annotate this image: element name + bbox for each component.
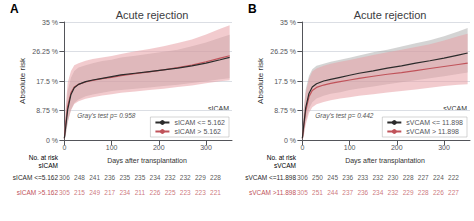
svg-text:223: 223 bbox=[195, 189, 206, 196]
svg-text:Days after transplantation: Days after transplantation bbox=[107, 157, 187, 165]
svg-text:26.25 %: 26.25 % bbox=[32, 48, 58, 55]
svg-text:sICAM: sICAM bbox=[39, 162, 59, 169]
svg-text:217: 217 bbox=[104, 189, 115, 196]
svg-text:0: 0 bbox=[300, 144, 304, 151]
svg-text:sICAM > 5.162: sICAM > 5.162 bbox=[174, 128, 221, 135]
svg-text:227: 227 bbox=[418, 174, 429, 181]
svg-text:sVCAM >11.898: sVCAM >11.898 bbox=[249, 189, 296, 196]
svg-text:sICAM: sICAM bbox=[208, 105, 229, 112]
svg-text:235: 235 bbox=[134, 174, 145, 181]
svg-text:241: 241 bbox=[89, 174, 100, 181]
svg-text:222: 222 bbox=[448, 174, 459, 181]
svg-text:100: 100 bbox=[106, 144, 118, 151]
svg-text:Days after transplantation: Days after transplantation bbox=[345, 157, 425, 165]
svg-text:100: 100 bbox=[344, 144, 356, 151]
svg-text:232: 232 bbox=[165, 174, 176, 181]
svg-text:237: 237 bbox=[342, 189, 353, 196]
svg-text:306: 306 bbox=[59, 174, 70, 181]
svg-text:306: 306 bbox=[297, 174, 308, 181]
svg-text:0 %: 0 % bbox=[284, 137, 296, 144]
svg-text:Absolute risk: Absolute risk bbox=[18, 57, 27, 104]
svg-text:0: 0 bbox=[62, 144, 66, 151]
svg-text:227: 227 bbox=[448, 189, 459, 196]
svg-text:228: 228 bbox=[210, 174, 221, 181]
svg-text:17.5 %: 17.5 % bbox=[36, 78, 58, 85]
svg-text:223: 223 bbox=[180, 189, 191, 196]
svg-text:230: 230 bbox=[388, 174, 399, 181]
svg-text:sICAM <= 5.162: sICAM <= 5.162 bbox=[174, 119, 225, 126]
svg-text:Gray's test p= 0.442: Gray's test p= 0.442 bbox=[315, 112, 374, 120]
svg-text:236: 236 bbox=[342, 174, 353, 181]
svg-text:228: 228 bbox=[418, 189, 429, 196]
svg-text:sVCAM > 11.898: sVCAM > 11.898 bbox=[406, 128, 459, 135]
svg-text:215: 215 bbox=[74, 189, 85, 196]
svg-text:8.75 %: 8.75 % bbox=[36, 107, 58, 114]
svg-text:B: B bbox=[248, 2, 257, 16]
svg-text:234: 234 bbox=[150, 174, 161, 181]
svg-text:229: 229 bbox=[403, 189, 414, 196]
svg-text:300: 300 bbox=[200, 144, 212, 151]
svg-text:sVCAM: sVCAM bbox=[443, 105, 467, 112]
svg-text:226: 226 bbox=[150, 189, 161, 196]
svg-text:232: 232 bbox=[180, 174, 191, 181]
svg-text:200: 200 bbox=[153, 144, 165, 151]
svg-text:35 %: 35 % bbox=[42, 19, 58, 26]
svg-text:234: 234 bbox=[119, 189, 130, 196]
svg-text:17.5 %: 17.5 % bbox=[274, 78, 296, 85]
svg-text:248: 248 bbox=[74, 174, 85, 181]
svg-text:232: 232 bbox=[388, 189, 399, 196]
svg-text:35 %: 35 % bbox=[280, 19, 296, 26]
svg-text:A: A bbox=[10, 2, 19, 16]
svg-text:305: 305 bbox=[59, 189, 70, 196]
svg-text:Absolute risk: Absolute risk bbox=[256, 57, 265, 104]
svg-text:sVCAM <=11.898: sVCAM <=11.898 bbox=[245, 174, 296, 181]
svg-text:225: 225 bbox=[165, 189, 176, 196]
svg-text:232: 232 bbox=[372, 174, 383, 181]
svg-text:8.75 %: 8.75 % bbox=[274, 107, 296, 114]
svg-text:sVCAM <= 11.898: sVCAM <= 11.898 bbox=[406, 119, 463, 126]
svg-text:0 %: 0 % bbox=[46, 137, 58, 144]
svg-text:226: 226 bbox=[433, 189, 444, 196]
svg-text:305: 305 bbox=[297, 189, 308, 196]
svg-text:224: 224 bbox=[433, 174, 444, 181]
svg-text:Acute rejection: Acute rejection bbox=[116, 9, 189, 21]
svg-text:26.25 %: 26.25 % bbox=[270, 48, 296, 55]
svg-text:200: 200 bbox=[391, 144, 403, 151]
svg-text:sICAM >5.162: sICAM >5.162 bbox=[17, 189, 59, 196]
svg-text:234: 234 bbox=[372, 189, 383, 196]
svg-text:Gray's test p= 0.958: Gray's test p= 0.958 bbox=[77, 112, 136, 120]
svg-text:244: 244 bbox=[327, 189, 338, 196]
svg-text:235: 235 bbox=[119, 174, 130, 181]
svg-text:233: 233 bbox=[357, 174, 368, 181]
svg-text:211: 211 bbox=[135, 189, 146, 196]
svg-text:229: 229 bbox=[195, 174, 206, 181]
svg-text:No. at risk: No. at risk bbox=[29, 154, 59, 161]
svg-text:250: 250 bbox=[312, 174, 323, 181]
svg-text:No. at risk: No. at risk bbox=[267, 154, 297, 161]
svg-text:236: 236 bbox=[357, 189, 368, 196]
svg-text:228: 228 bbox=[403, 174, 414, 181]
svg-text:221: 221 bbox=[210, 189, 221, 196]
svg-text:245: 245 bbox=[327, 174, 338, 181]
svg-text:300: 300 bbox=[438, 144, 450, 151]
svg-text:251: 251 bbox=[312, 189, 323, 196]
svg-text:236: 236 bbox=[104, 174, 115, 181]
svg-text:sICAM <=5.162: sICAM <=5.162 bbox=[13, 174, 59, 181]
svg-text:sVCAM: sVCAM bbox=[274, 162, 296, 169]
svg-text:Acute rejection: Acute rejection bbox=[354, 9, 427, 21]
svg-text:249: 249 bbox=[89, 189, 100, 196]
